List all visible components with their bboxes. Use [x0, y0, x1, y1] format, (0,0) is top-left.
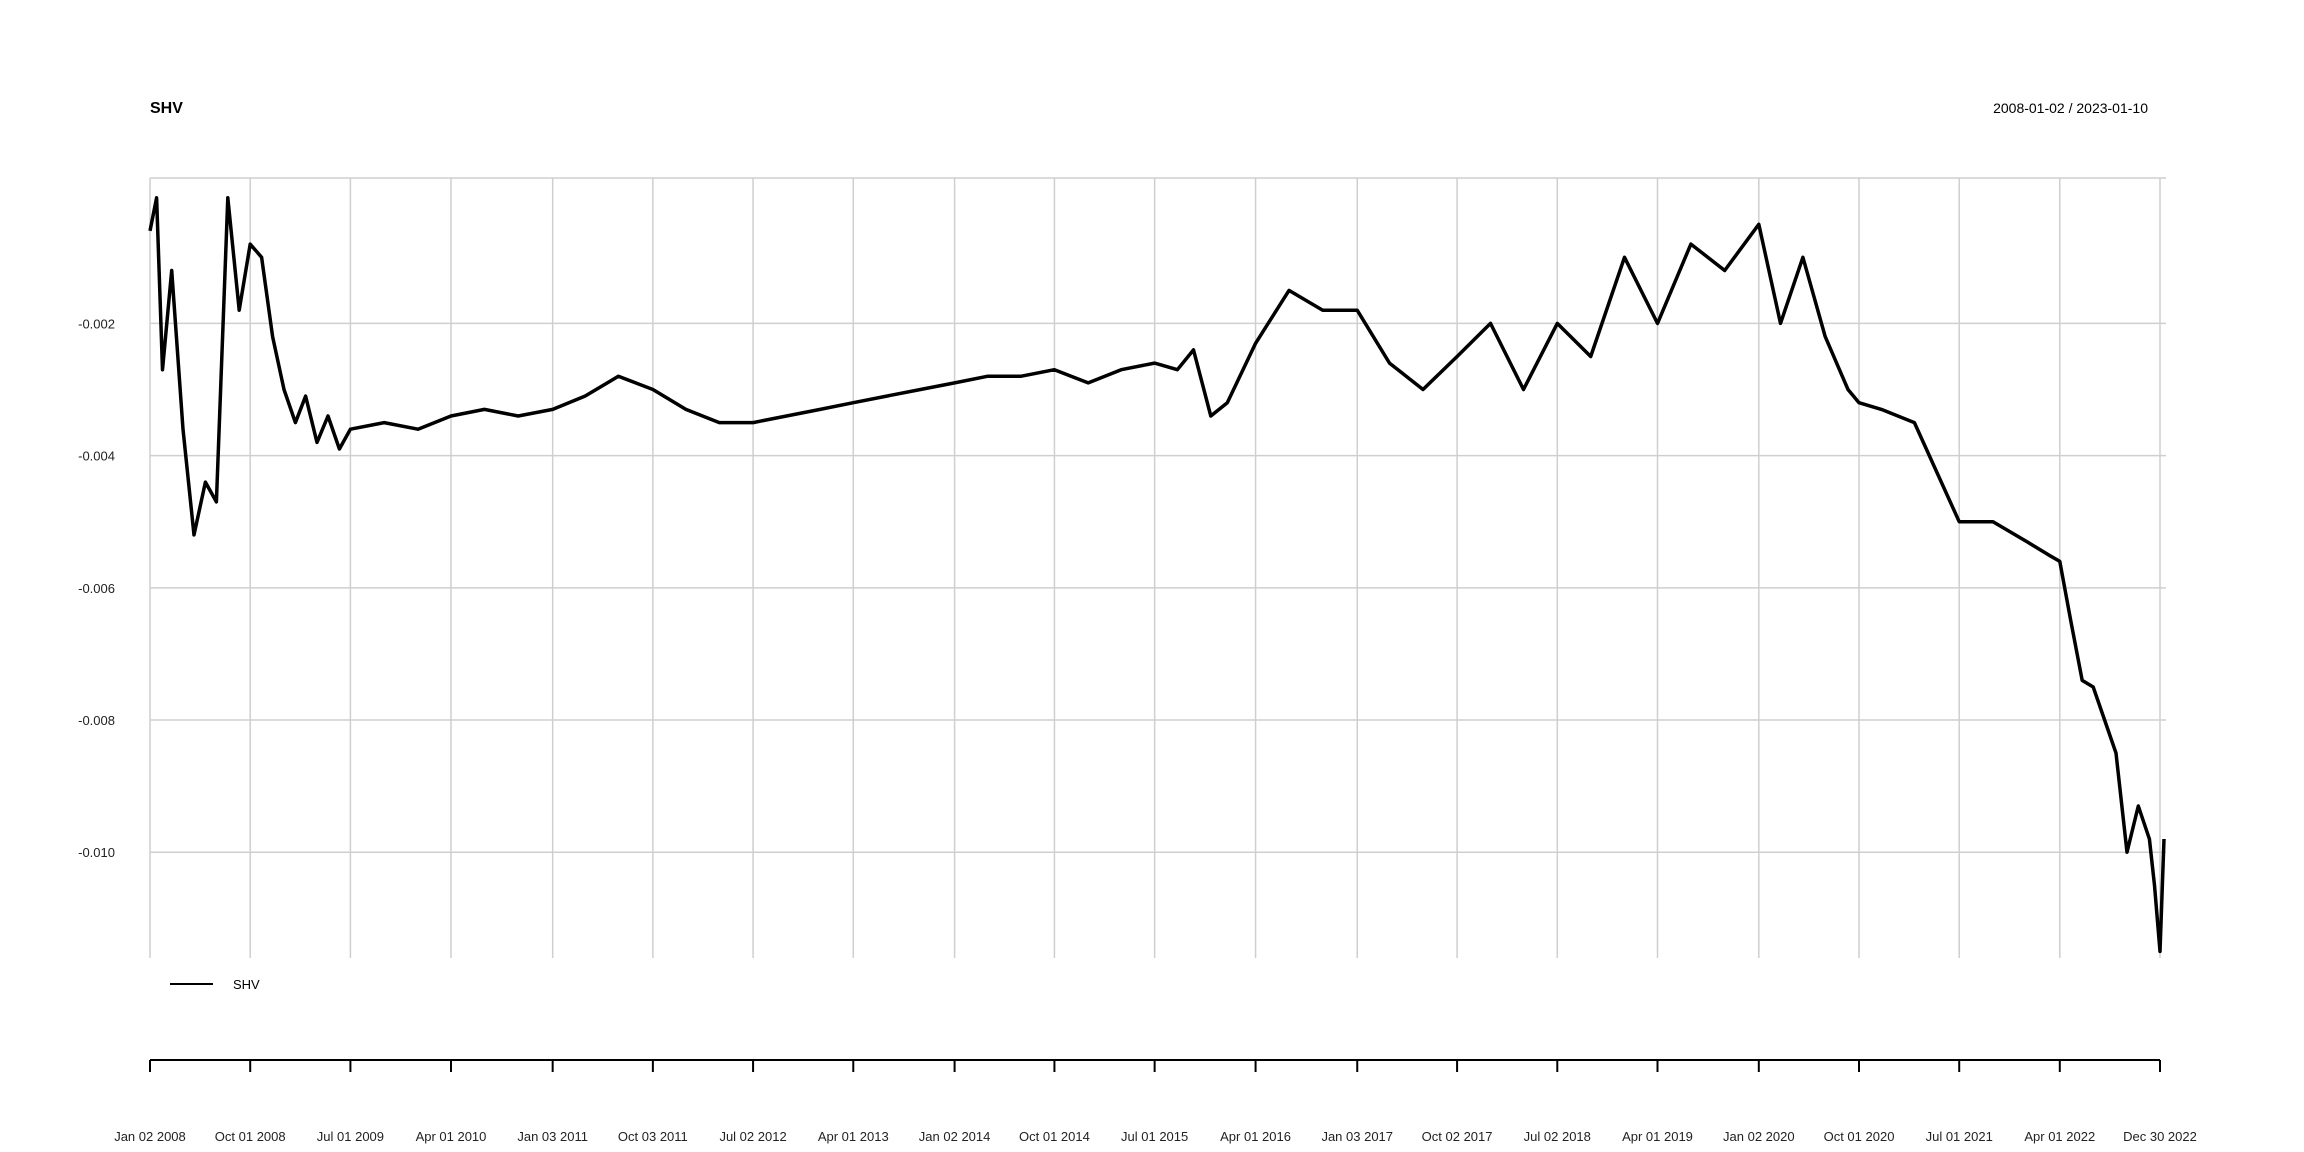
x-tick-label: Jan 02 2008 — [114, 1129, 186, 1144]
x-tick-label: Jul 01 2021 — [1926, 1129, 1993, 1144]
y-tick-label: -0.010 — [78, 845, 115, 860]
x-tick-label: Oct 01 2008 — [215, 1129, 286, 1144]
x-tick-label: Jul 02 2018 — [1524, 1129, 1591, 1144]
x-tick-label: Jan 03 2017 — [1321, 1129, 1393, 1144]
series-line-shv — [148, 196, 2166, 954]
y-tick-label: -0.008 — [78, 713, 115, 728]
x-tick-label: Apr 01 2013 — [818, 1129, 889, 1144]
x-tick-label: Oct 01 2014 — [1019, 1129, 1090, 1144]
x-tick-label: Jan 02 2014 — [919, 1129, 991, 1144]
y-axis: -0.002 -0.004 -0.006 -0.008 -0.010 — [78, 316, 115, 860]
x-tick-label: Jul 01 2009 — [317, 1129, 384, 1144]
x-tick-label: Oct 01 2020 — [1824, 1129, 1895, 1144]
x-tick-label: Apr 01 2010 — [416, 1129, 487, 1144]
date-range: 2008-01-02 / 2023-01-10 — [1993, 100, 2148, 116]
x-tick-label: Jul 01 2015 — [1121, 1129, 1188, 1144]
x-tick-label: Apr 01 2016 — [1220, 1129, 1291, 1144]
x-tick-label: Jan 03 2011 — [517, 1129, 588, 1144]
series-layer — [148, 196, 2166, 954]
legend: SHV — [170, 977, 260, 992]
chart-title: SHV — [150, 100, 183, 117]
grid — [149, 177, 2166, 958]
x-tick-label: Dec 30 2022 — [2123, 1129, 2197, 1144]
x-axis: Jan 02 2008 Oct 01 2008 Jul 01 2009 Apr 01 … — [114, 1059, 2197, 1144]
x-tick-label: Jul 02 2012 — [719, 1129, 786, 1144]
x-tick-label: Oct 02 2017 — [1422, 1129, 1493, 1144]
x-tick-label: Apr 01 2022 — [2024, 1129, 2095, 1144]
x-tick-label: Oct 03 2011 — [618, 1129, 688, 1144]
x-tick-label: Jan 02 2020 — [1723, 1129, 1795, 1144]
x-tick-label: Apr 01 2019 — [1622, 1129, 1693, 1144]
y-tick-label: -0.006 — [78, 581, 115, 596]
y-tick-label: -0.002 — [78, 316, 115, 331]
legend-label: SHV — [233, 977, 260, 992]
y-tick-label: -0.004 — [78, 449, 115, 464]
